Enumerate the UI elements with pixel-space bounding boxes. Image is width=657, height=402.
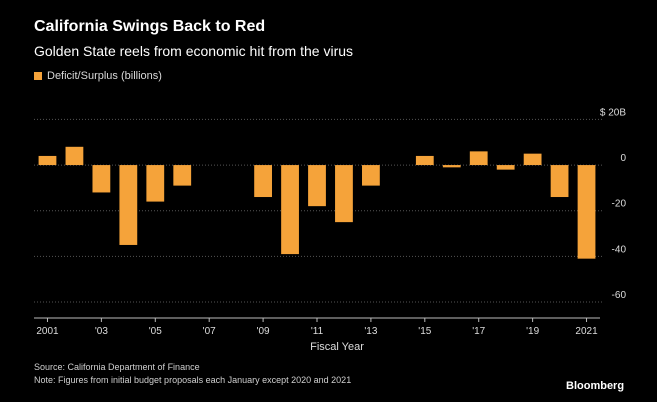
bar bbox=[442, 165, 461, 168]
y-tick-label: 0 bbox=[620, 153, 626, 164]
bar bbox=[469, 151, 488, 166]
x-tick-label: '07 bbox=[203, 326, 216, 337]
footnote: Note: Figures from initial budget propos… bbox=[34, 375, 352, 385]
bar bbox=[550, 165, 569, 198]
bar bbox=[577, 165, 596, 259]
y-tick-label: -20 bbox=[612, 199, 627, 210]
x-tick-label: '15 bbox=[418, 326, 431, 337]
legend-swatch bbox=[34, 72, 42, 80]
chart-legend: Deficit/Surplus (billions) bbox=[34, 70, 162, 82]
bar bbox=[496, 165, 515, 170]
x-tick-label: '19 bbox=[526, 326, 539, 337]
x-tick-label: '13 bbox=[364, 326, 377, 337]
x-tick-label: '11 bbox=[311, 326, 324, 337]
x-tick-label: '09 bbox=[257, 326, 270, 337]
chart-title: California Swings Back to Red bbox=[34, 18, 266, 35]
chart-subtitle: Golden State reels from economic hit fro… bbox=[34, 43, 354, 59]
y-tick-label: $ 20B bbox=[600, 107, 626, 118]
y-tick-label: -60 bbox=[612, 290, 627, 301]
x-tick-label: '05 bbox=[149, 326, 162, 337]
x-tick-label: 2001 bbox=[36, 326, 59, 337]
y-tick-label: -40 bbox=[612, 244, 627, 255]
bar bbox=[119, 165, 138, 245]
source-note: Source: California Department of Finance bbox=[34, 362, 200, 372]
bar bbox=[281, 165, 299, 255]
x-tick-label: 2021 bbox=[575, 326, 598, 337]
bar bbox=[415, 155, 434, 166]
bar bbox=[173, 165, 192, 186]
bar bbox=[308, 165, 326, 207]
x-tick-label: '17 bbox=[472, 326, 485, 337]
bar bbox=[92, 165, 111, 193]
bar bbox=[38, 155, 57, 166]
bar bbox=[146, 165, 165, 202]
legend-label: Deficit/Surplus (billions) bbox=[47, 70, 162, 82]
bloomberg-logo: Bloomberg bbox=[566, 380, 625, 392]
bar bbox=[65, 146, 84, 166]
x-axis-title: Fiscal Year bbox=[310, 341, 364, 353]
x-tick-label: '03 bbox=[95, 326, 108, 337]
bar bbox=[335, 165, 353, 223]
bar bbox=[523, 153, 542, 166]
bar bbox=[254, 165, 272, 198]
bar bbox=[362, 165, 380, 186]
